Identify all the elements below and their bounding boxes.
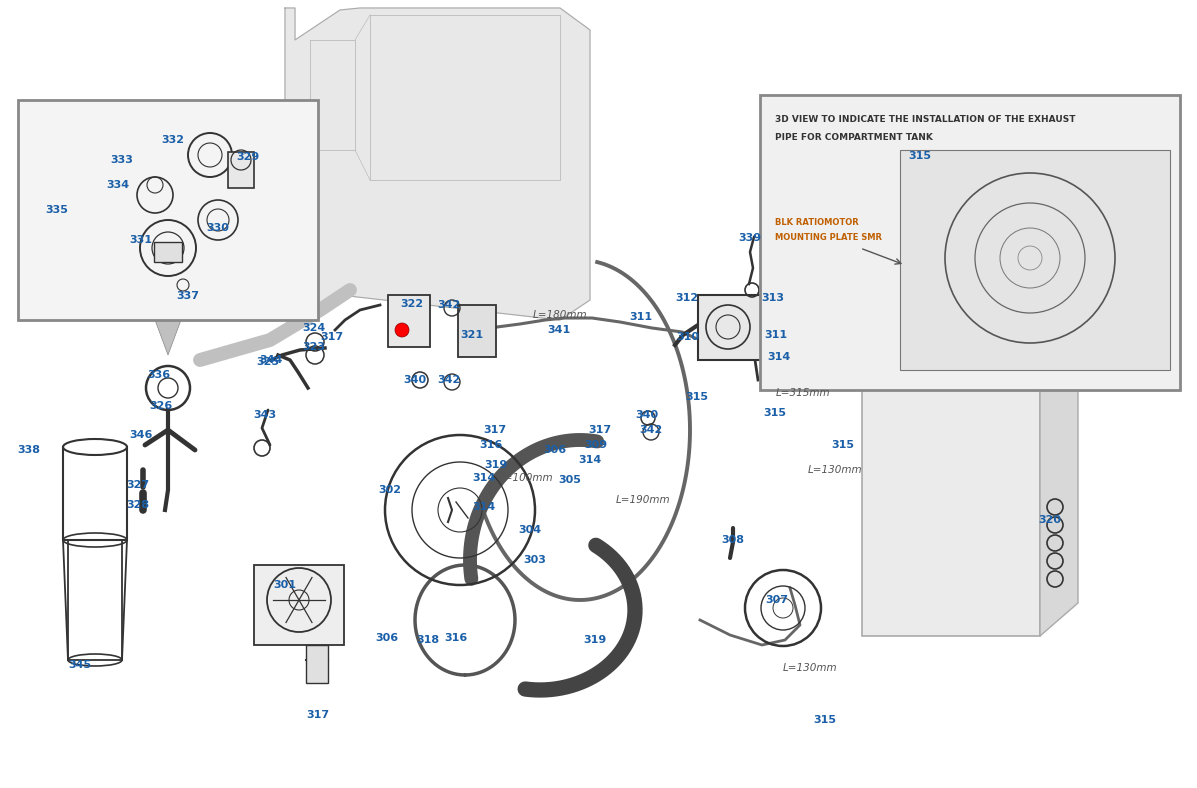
Text: 318: 318 <box>417 635 439 645</box>
Text: 325: 325 <box>256 357 280 367</box>
Polygon shape <box>285 8 590 320</box>
Text: 317: 317 <box>589 425 612 435</box>
Text: 326: 326 <box>150 401 172 411</box>
Bar <box>18 100 318 320</box>
Text: 315: 315 <box>686 392 709 402</box>
Text: 306: 306 <box>376 633 399 643</box>
Text: 317: 317 <box>321 332 344 342</box>
Text: 320: 320 <box>1039 515 1062 525</box>
Text: 322: 322 <box>401 299 424 309</box>
Text: 342: 342 <box>437 375 461 385</box>
Text: 332: 332 <box>162 135 184 145</box>
Text: 330: 330 <box>207 223 230 233</box>
Text: 315: 315 <box>909 151 931 161</box>
Text: 342: 342 <box>437 300 461 310</box>
Text: 316: 316 <box>444 633 468 643</box>
Text: 308: 308 <box>722 535 745 545</box>
Text: 334: 334 <box>107 180 129 190</box>
Text: 323: 323 <box>303 342 326 352</box>
Text: 319: 319 <box>583 635 607 645</box>
Text: 304: 304 <box>518 525 541 535</box>
Text: 314: 314 <box>767 352 791 362</box>
Text: L=180mm: L=180mm <box>533 310 588 320</box>
Text: 335: 335 <box>45 205 68 215</box>
Text: 331: 331 <box>129 235 152 245</box>
Text: 338: 338 <box>18 445 41 455</box>
Bar <box>175 285 192 305</box>
Circle shape <box>395 323 409 337</box>
Text: 340: 340 <box>636 410 658 420</box>
Text: L=315mm: L=315mm <box>776 388 831 398</box>
Text: 328: 328 <box>127 500 150 510</box>
Text: 345: 345 <box>68 660 91 670</box>
Text: BLK RATIOMOTOR: BLK RATIOMOTOR <box>774 218 858 227</box>
Text: 314: 314 <box>473 502 496 512</box>
Bar <box>227 152 254 188</box>
Text: L=130mm: L=130mm <box>808 465 862 475</box>
Text: 321: 321 <box>461 330 484 340</box>
Bar <box>900 150 1169 370</box>
Text: 339: 339 <box>739 233 761 243</box>
Bar <box>154 242 182 262</box>
Text: L=190mm: L=190mm <box>615 495 670 505</box>
Text: 329: 329 <box>236 152 260 162</box>
Bar <box>458 305 496 357</box>
Text: 314: 314 <box>473 473 496 483</box>
Text: 315: 315 <box>764 408 786 418</box>
Text: 3D VIEW TO INDICATE THE INSTALLATION OF THE EXHAUST: 3D VIEW TO INDICATE THE INSTALLATION OF … <box>774 115 1075 124</box>
Text: 313: 313 <box>761 293 784 303</box>
Text: 305: 305 <box>559 475 582 485</box>
Text: 306: 306 <box>543 445 566 455</box>
Text: 309: 309 <box>584 440 608 450</box>
Text: 315: 315 <box>814 715 837 725</box>
Text: 312: 312 <box>675 293 699 303</box>
Text: 310: 310 <box>676 332 699 342</box>
Text: 319: 319 <box>485 460 508 470</box>
Bar <box>306 645 328 683</box>
Bar <box>698 295 778 360</box>
Text: 316: 316 <box>479 440 503 450</box>
Text: 302: 302 <box>378 485 401 495</box>
Text: PIPE FOR COMPARTMENT TANK: PIPE FOR COMPARTMENT TANK <box>774 133 932 142</box>
Text: 317: 317 <box>306 710 329 720</box>
Text: 311: 311 <box>765 330 788 340</box>
Text: 307: 307 <box>766 595 789 605</box>
Text: 324: 324 <box>303 323 326 333</box>
Text: 342: 342 <box>639 425 663 435</box>
Bar <box>388 295 430 347</box>
Text: 336: 336 <box>147 370 170 380</box>
Text: 341: 341 <box>547 325 571 335</box>
Text: L=130mm: L=130mm <box>783 663 838 673</box>
Text: 301: 301 <box>273 580 297 590</box>
Text: 314: 314 <box>578 455 602 465</box>
Text: 346: 346 <box>129 430 153 440</box>
Text: 333: 333 <box>110 155 133 165</box>
Polygon shape <box>862 355 1078 388</box>
Text: 343: 343 <box>254 410 277 420</box>
Text: 315: 315 <box>832 440 855 450</box>
Text: 327: 327 <box>127 480 150 490</box>
Bar <box>760 95 1180 390</box>
Text: 337: 337 <box>176 291 200 301</box>
Polygon shape <box>1040 355 1078 636</box>
Text: 311: 311 <box>630 312 652 322</box>
Text: 344: 344 <box>260 355 282 365</box>
Bar <box>862 388 1040 636</box>
Text: 303: 303 <box>523 555 547 565</box>
Text: L=100mm: L=100mm <box>499 473 553 483</box>
Polygon shape <box>154 320 181 355</box>
Text: 317: 317 <box>484 425 506 435</box>
Text: 340: 340 <box>403 375 426 385</box>
Bar <box>254 565 344 645</box>
Text: MOUNTING PLATE SMR: MOUNTING PLATE SMR <box>774 233 882 242</box>
